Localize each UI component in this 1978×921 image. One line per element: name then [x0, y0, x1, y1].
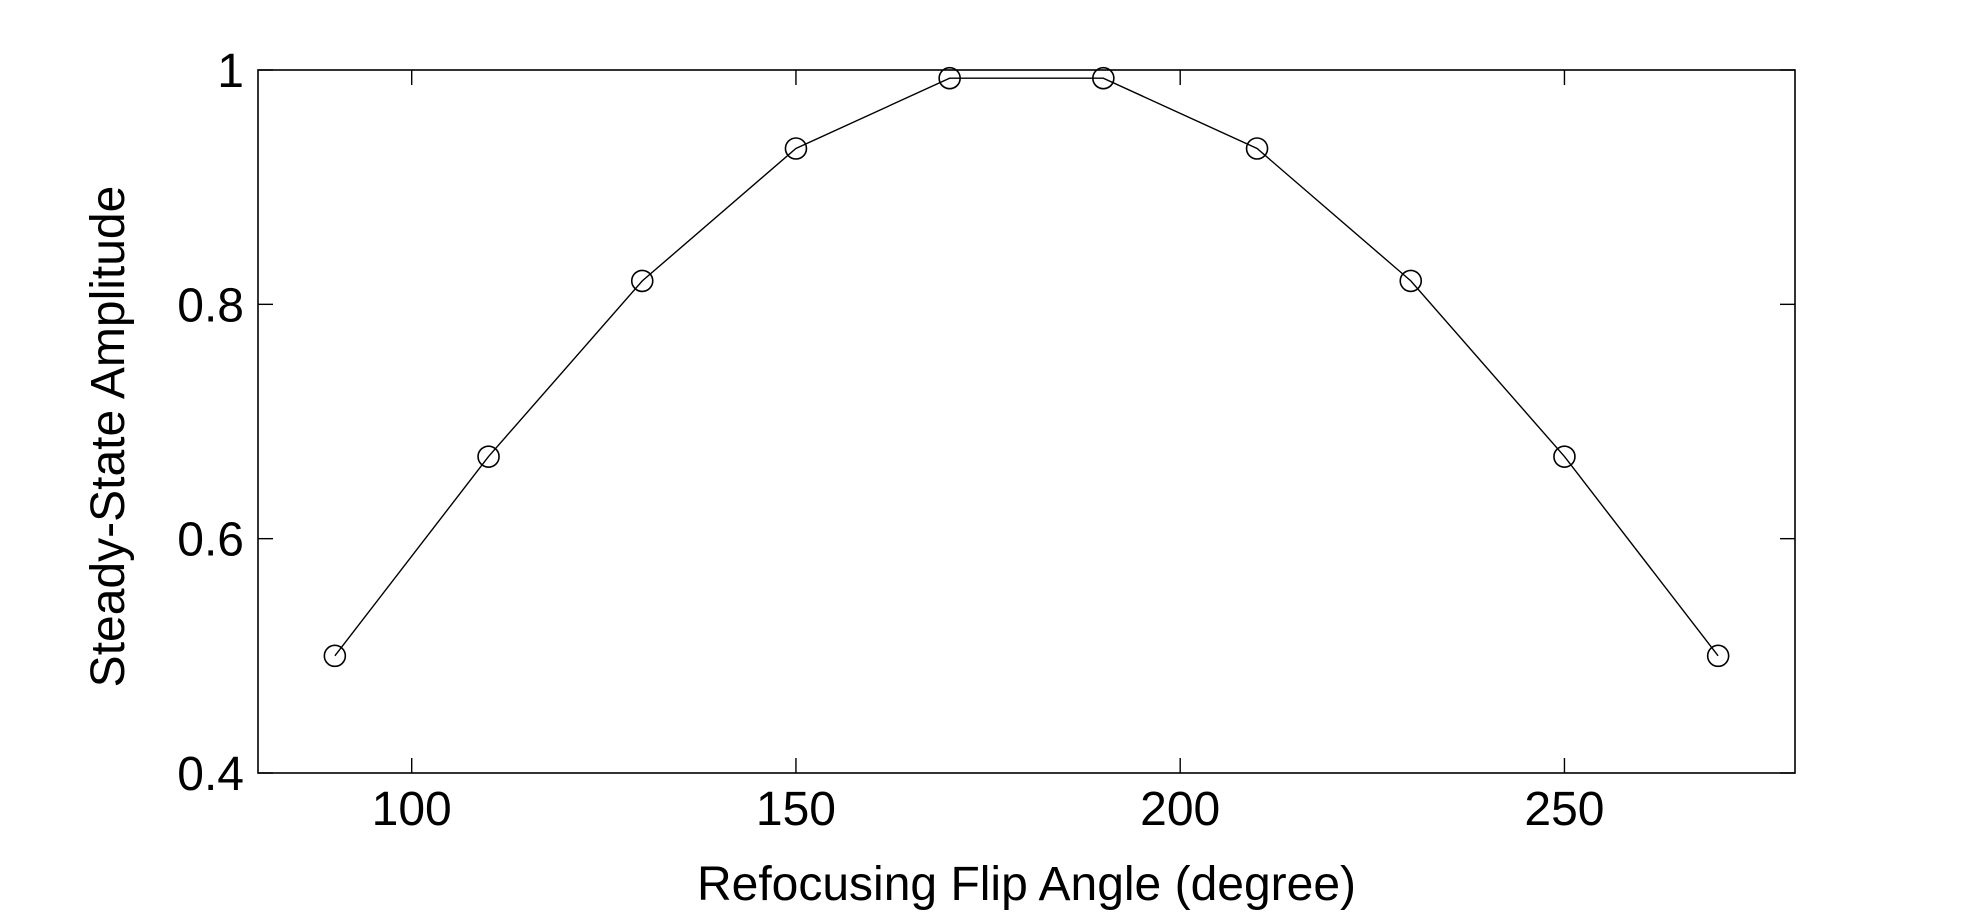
data-point-marker	[477, 445, 500, 468]
data-point-marker	[938, 66, 961, 90]
y-tick-label: 0.6	[177, 514, 244, 567]
x-tick-label: 200	[1140, 783, 1220, 836]
data-point-marker	[1553, 445, 1576, 468]
data-point-marker	[1706, 644, 1730, 668]
ticks-group: 100 150 200 250 0.4 0.6 0.8 1	[177, 45, 1795, 836]
labels-group: Refocusing Flip Angle (degree) Steady-St…	[82, 186, 1356, 911]
plot-area-frame	[257, 69, 1796, 774]
data-point-marker	[1399, 269, 1423, 293]
data-point-marker	[1092, 66, 1115, 90]
plot-frame-group	[257, 69, 1796, 774]
y-tick-label: 1	[217, 45, 244, 98]
x-tick-label: 100	[372, 783, 452, 836]
data-point-marker	[630, 269, 654, 293]
x-tick-label: 250	[1524, 783, 1604, 836]
y-tick-label: 0.8	[177, 279, 244, 332]
x-axis-label: Refocusing Flip Angle (degree)	[697, 858, 1356, 911]
series-group	[323, 66, 1730, 668]
data-point-marker	[1245, 137, 1269, 160]
y-tick-label: 0.4	[177, 748, 244, 801]
data-point-marker	[784, 137, 808, 160]
y-axis-label: Steady-State Amplitude	[82, 186, 135, 688]
x-tick-label: 150	[756, 783, 836, 836]
data-point-marker	[323, 644, 347, 668]
series-line	[334, 77, 1719, 657]
